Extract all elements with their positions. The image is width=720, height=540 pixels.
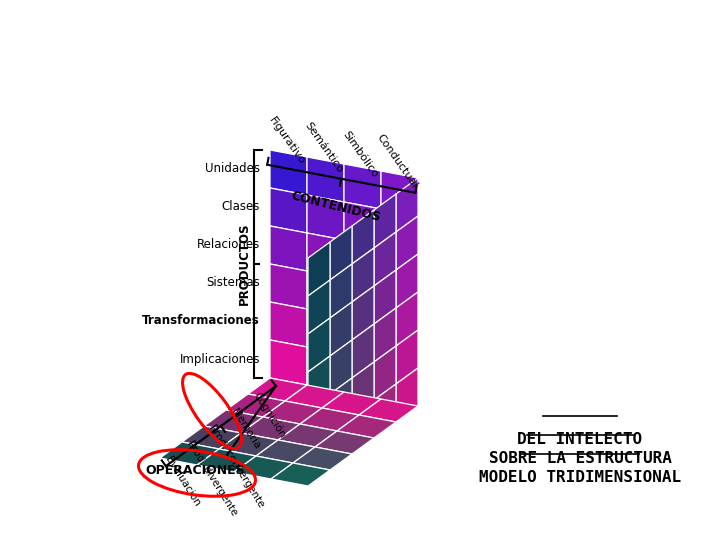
Text: Unidades: Unidades [205, 163, 260, 176]
Text: Simbólico: Simbólico [341, 130, 380, 179]
Polygon shape [396, 330, 418, 384]
Polygon shape [352, 324, 374, 378]
Polygon shape [381, 209, 418, 254]
Polygon shape [374, 308, 396, 362]
Polygon shape [330, 226, 352, 280]
Polygon shape [307, 195, 344, 240]
Polygon shape [381, 247, 418, 292]
Polygon shape [344, 316, 381, 361]
Polygon shape [344, 278, 381, 323]
Polygon shape [308, 394, 330, 448]
Polygon shape [197, 449, 256, 472]
Polygon shape [337, 415, 396, 438]
Text: SOBRE LA ESTRUCTURA: SOBRE LA ESTRUCTURA [489, 451, 672, 466]
Polygon shape [396, 292, 418, 346]
Polygon shape [285, 385, 344, 408]
Polygon shape [381, 361, 418, 406]
Text: Prod. divergente: Prod. divergente [185, 438, 239, 517]
Polygon shape [307, 309, 344, 354]
Text: DEL INTELECTO: DEL INTELECTO [518, 432, 642, 447]
Polygon shape [352, 362, 374, 416]
Polygon shape [396, 216, 418, 270]
Text: PRODUCTOS: PRODUCTOS [238, 222, 251, 305]
Polygon shape [374, 270, 396, 324]
Polygon shape [270, 264, 307, 309]
Polygon shape [396, 254, 418, 308]
Polygon shape [271, 463, 330, 486]
Polygon shape [270, 188, 307, 233]
Polygon shape [270, 340, 307, 385]
Polygon shape [234, 456, 293, 479]
Polygon shape [381, 323, 418, 368]
Text: Conductual: Conductual [375, 132, 420, 190]
Text: MODELO TRIDIMENSIONAL: MODELO TRIDIMENSIONAL [479, 470, 681, 485]
Polygon shape [359, 399, 418, 422]
Polygon shape [396, 178, 418, 232]
Polygon shape [226, 394, 285, 417]
Polygon shape [330, 302, 352, 356]
Polygon shape [322, 392, 381, 415]
Polygon shape [352, 400, 374, 454]
Polygon shape [396, 368, 418, 422]
Polygon shape [308, 356, 330, 410]
Polygon shape [270, 150, 307, 195]
Polygon shape [307, 233, 344, 278]
Text: Transformaciones: Transformaciones [143, 314, 260, 327]
Text: Implicaciones: Implicaciones [179, 353, 260, 366]
Text: Semántico: Semántico [302, 120, 344, 174]
Text: Figurativo: Figurativo [266, 115, 307, 166]
Polygon shape [248, 378, 307, 401]
Polygon shape [160, 442, 219, 465]
Polygon shape [307, 347, 344, 392]
Polygon shape [256, 440, 315, 463]
Polygon shape [352, 248, 374, 302]
Text: Relaciones: Relaciones [197, 239, 260, 252]
Polygon shape [330, 340, 352, 394]
Polygon shape [308, 318, 330, 372]
Polygon shape [352, 286, 374, 340]
Polygon shape [352, 210, 374, 264]
Polygon shape [344, 164, 381, 209]
Polygon shape [307, 271, 344, 316]
Polygon shape [308, 432, 330, 486]
Polygon shape [381, 285, 418, 330]
Polygon shape [241, 417, 300, 440]
Polygon shape [263, 401, 322, 424]
Polygon shape [278, 424, 337, 447]
Text: Prod. convergente: Prod. convergente [207, 423, 266, 509]
Text: Memoria: Memoria [229, 407, 261, 450]
Polygon shape [374, 346, 396, 400]
Polygon shape [344, 354, 381, 399]
Polygon shape [270, 302, 307, 347]
Polygon shape [308, 280, 330, 334]
Polygon shape [308, 242, 330, 296]
Polygon shape [293, 447, 352, 470]
Polygon shape [344, 202, 381, 247]
Text: Evaluación: Evaluación [163, 455, 202, 508]
Polygon shape [204, 410, 263, 433]
Text: CONTENIDOS: CONTENIDOS [290, 189, 382, 224]
Text: Sistemas: Sistemas [206, 276, 260, 289]
Polygon shape [307, 157, 344, 202]
Polygon shape [270, 226, 307, 271]
Polygon shape [219, 433, 278, 456]
Polygon shape [374, 194, 396, 248]
Polygon shape [182, 426, 241, 449]
Text: Cognición: Cognición [251, 390, 287, 440]
Polygon shape [344, 240, 381, 285]
Polygon shape [330, 416, 352, 470]
Polygon shape [300, 408, 359, 431]
Polygon shape [330, 264, 352, 318]
Polygon shape [315, 431, 374, 454]
Polygon shape [374, 232, 396, 286]
Polygon shape [374, 384, 396, 438]
Polygon shape [330, 378, 352, 432]
Polygon shape [381, 171, 418, 216]
Text: OPERACIONES: OPERACIONES [145, 464, 245, 477]
Text: Clases: Clases [222, 200, 260, 213]
